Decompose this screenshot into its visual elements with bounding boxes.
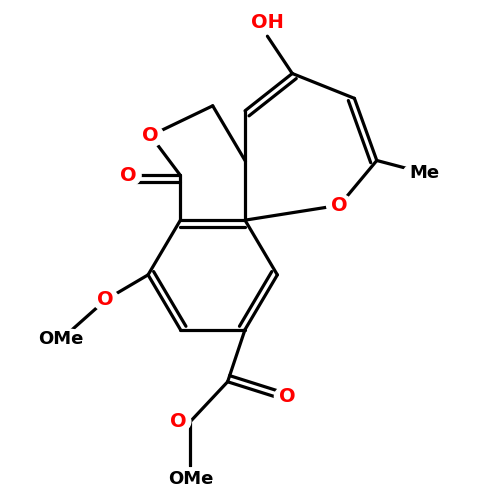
Ellipse shape <box>138 124 164 146</box>
Text: O: O <box>170 412 186 431</box>
Text: O: O <box>279 387 295 406</box>
Ellipse shape <box>32 328 90 350</box>
Text: O: O <box>142 126 159 145</box>
Ellipse shape <box>93 289 118 310</box>
Text: OMe: OMe <box>168 470 213 488</box>
Ellipse shape <box>274 386 300 407</box>
Ellipse shape <box>165 410 191 432</box>
Text: O: O <box>120 166 136 185</box>
Text: Me: Me <box>409 164 439 182</box>
Ellipse shape <box>403 162 445 184</box>
Text: O: O <box>98 290 114 309</box>
Text: OH: OH <box>251 13 284 32</box>
Text: O: O <box>331 196 348 215</box>
Ellipse shape <box>162 468 219 489</box>
Ellipse shape <box>246 12 288 33</box>
Ellipse shape <box>326 194 352 216</box>
Text: OMe: OMe <box>38 330 84 348</box>
Ellipse shape <box>116 164 141 186</box>
